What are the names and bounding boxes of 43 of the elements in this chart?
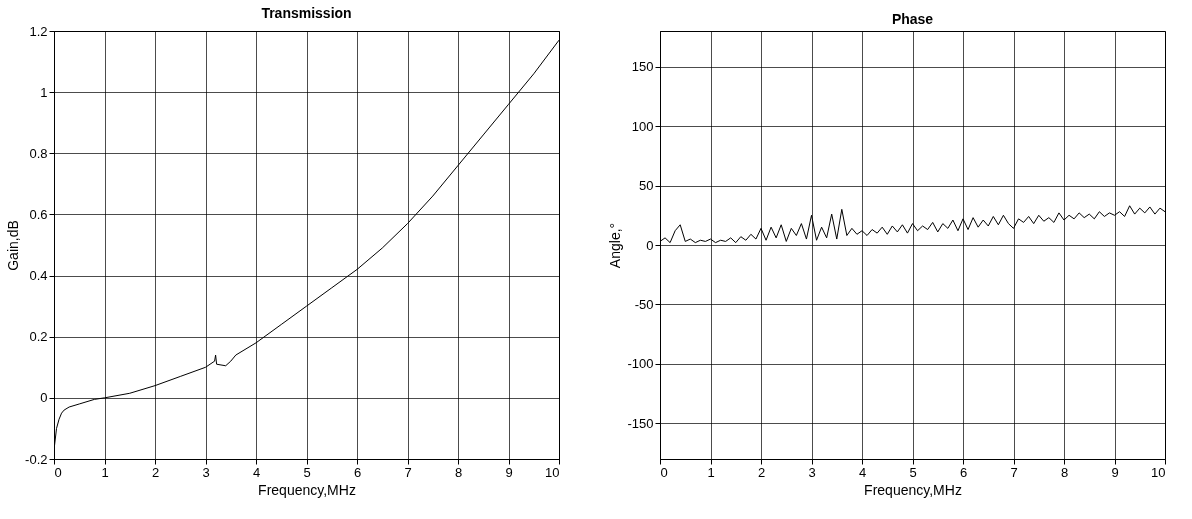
y-tick-label: 150 — [631, 59, 654, 75]
y-axis-title: Angle,° — [607, 222, 624, 269]
x-tick-label: 1 — [707, 464, 715, 480]
chart-title: Transmission — [261, 5, 352, 21]
x-axis-title: Frequency,MHz — [864, 481, 962, 498]
x-tick-label: 9 — [1111, 464, 1119, 480]
x-axis-title: Frequency,MHz — [258, 481, 356, 498]
x-tick-label: 4 — [858, 464, 867, 480]
y-tick-label: -150 — [627, 415, 654, 431]
x-tick-label: 8 — [1060, 464, 1069, 480]
y-tick-label: -50 — [634, 296, 654, 312]
y-tick-label: 50 — [639, 178, 654, 194]
x-tick-label: 10 — [545, 464, 560, 480]
x-tick-label: 3 — [808, 464, 816, 480]
x-tick-label: 5 — [303, 464, 311, 480]
x-tick-label: 7 — [1010, 464, 1018, 480]
y-tick-label: -0.2 — [25, 451, 48, 467]
x-tick-label: 8 — [454, 464, 463, 480]
x-tick-label: 6 — [959, 464, 968, 480]
x-tick-label: 1 — [101, 464, 109, 480]
x-tick-label: 6 — [353, 464, 362, 480]
x-tick-label: 2 — [151, 464, 160, 480]
x-tick-label: 5 — [909, 464, 917, 480]
x-tick-label: 0 — [660, 464, 668, 480]
y-tick-label: 0 — [40, 390, 48, 406]
y-tick-label: 0.4 — [29, 268, 48, 284]
x-tick-label: 2 — [757, 464, 766, 480]
y-tick-label: 1 — [40, 84, 48, 100]
y-axis-title: Gain,dB — [5, 220, 22, 271]
y-tick-label: 0.2 — [29, 329, 48, 345]
x-tick-label: 4 — [252, 464, 261, 480]
y-tick-label: 0.8 — [29, 145, 48, 161]
x-tick-label: 9 — [505, 464, 513, 480]
x-tick-label: 0 — [54, 464, 62, 480]
x-tick-label: 10 — [1151, 464, 1166, 480]
y-tick-label: 100 — [631, 118, 654, 134]
y-tick-label: 1.2 — [29, 23, 48, 39]
x-tick-label: 7 — [404, 464, 412, 480]
y-tick-label: 0 — [646, 237, 654, 253]
y-tick-label: -100 — [627, 356, 654, 372]
y-tick-label: 0.6 — [29, 206, 48, 222]
chart-title: Phase — [891, 11, 934, 27]
x-tick-label: 3 — [202, 464, 210, 480]
